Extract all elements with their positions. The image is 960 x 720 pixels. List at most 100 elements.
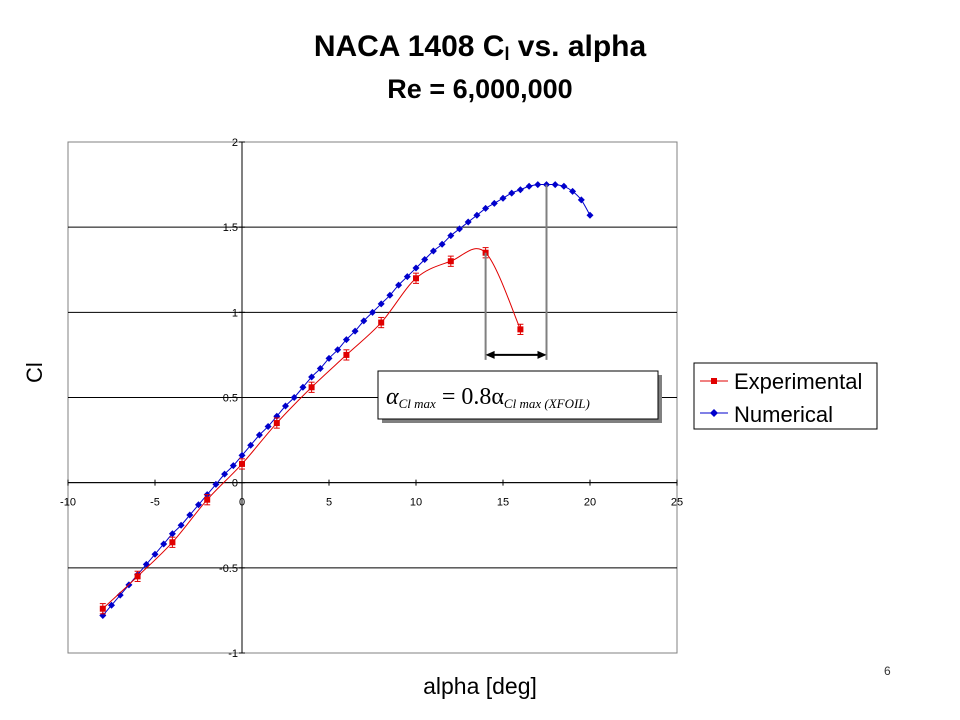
- experimental-point: [273, 420, 280, 427]
- chart-subtitle: Re = 6,000,000: [387, 74, 573, 104]
- chart-title-rest: vs. alpha: [509, 30, 647, 63]
- numerical-point: [168, 530, 176, 538]
- y-tick-label: 2: [232, 137, 238, 149]
- experimental-point: [378, 319, 385, 326]
- x-tick-label: 10: [410, 497, 422, 509]
- experimental-line: [102, 248, 521, 610]
- numerical-point: [577, 196, 585, 204]
- x-tick-label: 0: [239, 497, 245, 509]
- chart-title: NACA 1408 Cl vs. alpha: [313, 30, 647, 64]
- numerical-point: [569, 187, 577, 195]
- numerical-point: [255, 431, 263, 439]
- experimental-point: [204, 496, 211, 503]
- numerical-point: [369, 308, 376, 316]
- x-tick-label: -10: [60, 497, 76, 509]
- numerical-point: [116, 591, 124, 599]
- legend-marker-numerical: [710, 409, 718, 417]
- numerical-point: [447, 232, 455, 240]
- numerical-point: [464, 218, 472, 226]
- numerical-point: [499, 194, 507, 202]
- legend-marker-experimental: [711, 378, 717, 384]
- numerical-point: [429, 247, 437, 255]
- legend-label-numerical: Numerical: [734, 402, 833, 427]
- numerical-point: [377, 300, 385, 308]
- numerical-point: [403, 273, 411, 281]
- numerical-point: [334, 346, 342, 354]
- numerical-point: [264, 422, 272, 430]
- x-tick-label: -5: [150, 497, 160, 509]
- experimental-point: [99, 605, 106, 612]
- legend-box: [693, 362, 878, 430]
- formula-box: [377, 370, 659, 420]
- tick-labels: -1 -0.5 0 0.5 1 1.5 2 -10 -5 0 5 10 15 20 25: [60, 137, 683, 660]
- numerical-point: [490, 199, 498, 207]
- experimental-point: [517, 326, 524, 333]
- numerical-point: [195, 501, 202, 509]
- numerical-point: [438, 240, 446, 248]
- series-experimental: [99, 247, 524, 615]
- numerical-point: [229, 462, 237, 470]
- page-number: 6: [884, 664, 891, 678]
- formula-alpha-1: α: [386, 384, 399, 410]
- numerical-point: [456, 225, 463, 233]
- formula-sub-2: Cl max (XFOIL): [504, 396, 590, 411]
- numerical-point: [177, 521, 185, 529]
- numerical-point: [299, 383, 307, 391]
- y-tick-label: -0.5: [219, 563, 238, 575]
- numerical-point: [290, 394, 298, 401]
- experimental-point: [169, 539, 176, 546]
- numerical-point: [308, 373, 316, 381]
- numerical-point: [412, 264, 420, 272]
- y-tick-label: 1: [232, 307, 238, 319]
- numerical-point: [473, 211, 481, 219]
- x-tick-label: 20: [584, 497, 596, 509]
- numerical-point: [212, 480, 220, 488]
- experimental-point: [447, 258, 454, 265]
- arrow-head-right: [537, 350, 547, 359]
- numerical-point: [160, 540, 168, 548]
- x-tick-label: 5: [326, 497, 332, 509]
- y-tick-label: 0.5: [223, 393, 238, 405]
- y-tick-label: 1.5: [223, 222, 238, 234]
- chart-title-subscript: l: [504, 44, 510, 64]
- experimental-point: [134, 573, 141, 580]
- numerical-point: [186, 511, 194, 519]
- numerical-point: [351, 327, 359, 335]
- numerical-point: [508, 189, 516, 197]
- numerical-point: [108, 601, 115, 609]
- numerical-point: [360, 317, 368, 325]
- x-tick-label: 25: [671, 497, 683, 509]
- numerical-point: [221, 470, 229, 478]
- experimental-point: [413, 275, 419, 282]
- x-axis-label: alpha [deg]: [423, 673, 537, 699]
- numerical-point: [560, 182, 568, 190]
- experimental-point: [239, 460, 245, 467]
- numerical-point: [151, 550, 159, 558]
- experimental-point: [343, 351, 350, 358]
- numerical-point: [421, 256, 429, 264]
- arrow-head-left: [485, 350, 495, 359]
- numerical-point: [247, 441, 255, 449]
- numerical-point: [525, 182, 533, 190]
- formula-text: αCl max = 0.8αCl max (XFOIL): [386, 384, 590, 411]
- numerical-point: [325, 354, 333, 362]
- formula-sub-1: Cl max: [399, 396, 436, 411]
- numerical-point: [282, 402, 289, 410]
- numerical-point: [386, 291, 394, 299]
- numerical-point: [238, 451, 246, 459]
- x-tick-label: 15: [497, 497, 509, 509]
- numerical-point: [342, 336, 350, 344]
- annotation: αCl max = 0.8αCl max (XFOIL): [377, 184, 662, 423]
- legend: Experimental Numerical: [693, 362, 878, 430]
- experimental-point: [308, 384, 315, 391]
- numerical-point: [551, 181, 559, 189]
- legend-label-experimental: Experimental: [734, 369, 862, 394]
- axes: [67, 141, 678, 654]
- numerical-point: [395, 281, 403, 289]
- numerical-point: [482, 204, 490, 212]
- formula-mid: = 0.8α: [436, 384, 505, 410]
- y-tick-label: 0: [232, 478, 238, 490]
- numerical-point: [586, 211, 594, 219]
- numerical-point: [534, 181, 542, 189]
